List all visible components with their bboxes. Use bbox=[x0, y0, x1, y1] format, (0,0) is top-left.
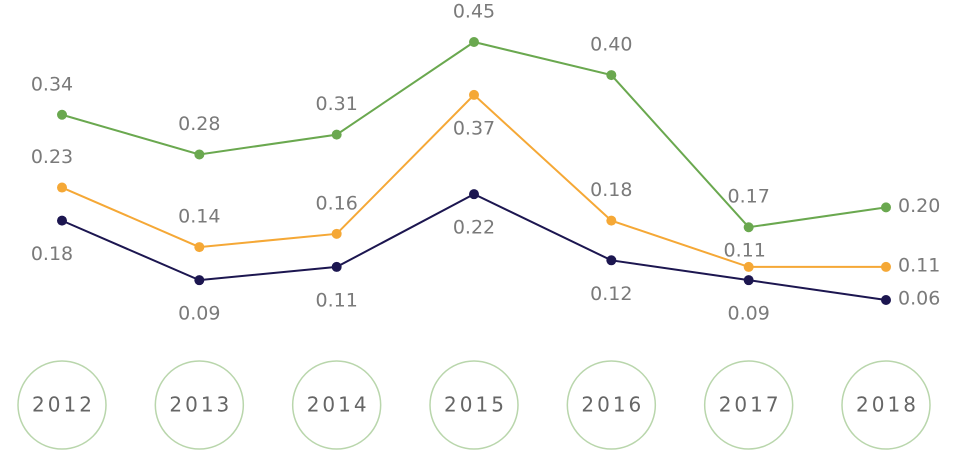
data-label: 0.18 bbox=[590, 179, 632, 201]
x-tick-label: 2018 bbox=[856, 393, 919, 417]
x-tick-label: 2014 bbox=[307, 393, 370, 417]
data-label: 0.09 bbox=[178, 303, 220, 325]
point bbox=[881, 261, 891, 272]
data-label: 0.06 bbox=[898, 288, 940, 310]
x-tick-label: 2012 bbox=[32, 393, 95, 417]
point bbox=[194, 149, 205, 160]
data-label: 0.34 bbox=[31, 73, 73, 95]
point bbox=[331, 261, 342, 272]
point bbox=[469, 37, 479, 47]
data-label: 0.17 bbox=[728, 186, 770, 208]
data-label: 0.45 bbox=[453, 1, 495, 23]
year-circle bbox=[703, 360, 794, 450]
data-label: 0.31 bbox=[316, 93, 358, 115]
year-circle bbox=[429, 360, 519, 450]
x-tick-label: 2013 bbox=[169, 393, 232, 417]
data-label: 0.16 bbox=[316, 192, 358, 214]
point bbox=[469, 189, 479, 200]
year-circle bbox=[566, 360, 657, 450]
data-label: 0.22 bbox=[453, 217, 495, 239]
point bbox=[194, 242, 205, 253]
year-circle bbox=[841, 360, 931, 450]
year-circle bbox=[291, 360, 382, 450]
point bbox=[606, 255, 617, 266]
point bbox=[743, 261, 754, 272]
data-label: 0.12 bbox=[590, 283, 632, 305]
point bbox=[743, 275, 754, 286]
data-label: 0.09 bbox=[728, 303, 770, 325]
point bbox=[743, 222, 754, 233]
point bbox=[881, 202, 891, 213]
point bbox=[331, 228, 342, 239]
year-circle bbox=[17, 360, 107, 450]
data-label: 0.40 bbox=[590, 34, 632, 56]
data-label: 0.11 bbox=[724, 239, 766, 261]
data-label: 0.20 bbox=[898, 195, 940, 217]
x-tick-label: 2016 bbox=[581, 393, 644, 417]
data-label: 0.11 bbox=[316, 289, 358, 311]
point bbox=[606, 215, 617, 226]
data-label: 0.37 bbox=[453, 117, 495, 139]
point bbox=[469, 89, 479, 100]
point bbox=[194, 275, 205, 286]
point bbox=[881, 295, 891, 305]
x-tick-label: 2017 bbox=[719, 393, 782, 417]
data-label: 0.18 bbox=[31, 243, 73, 265]
data-label: 0.14 bbox=[178, 206, 220, 228]
data-label: 0.11 bbox=[898, 254, 940, 276]
point bbox=[331, 129, 342, 140]
point bbox=[57, 109, 67, 120]
data-label: 0.28 bbox=[178, 113, 220, 135]
point bbox=[606, 70, 617, 81]
point bbox=[57, 215, 67, 226]
year-circle bbox=[154, 360, 245, 450]
x-tick-label: 2015 bbox=[444, 393, 507, 417]
data-label: 0.23 bbox=[31, 146, 73, 168]
point bbox=[57, 182, 67, 193]
